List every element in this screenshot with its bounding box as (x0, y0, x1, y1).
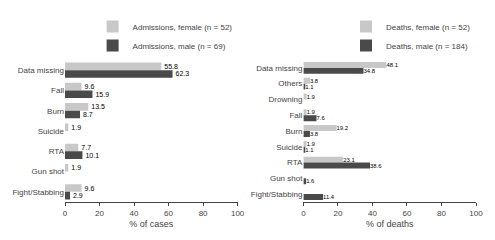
svg-text:1.6: 1.6 (306, 178, 315, 184)
svg-text:1.9: 1.9 (71, 164, 81, 171)
svg-text:RTA: RTA (287, 158, 303, 167)
svg-text:60: 60 (402, 209, 411, 218)
svg-text:Drowning: Drowning (269, 95, 303, 104)
svg-text:3.8: 3.8 (310, 131, 319, 137)
svg-text:1.9: 1.9 (307, 141, 315, 147)
svg-text:7.6: 7.6 (317, 115, 326, 121)
svg-text:10.1: 10.1 (85, 152, 99, 159)
svg-text:RTA: RTA (49, 147, 65, 156)
svg-text:Burn: Burn (285, 127, 302, 136)
svg-text:Suicide: Suicide (276, 143, 303, 152)
svg-text:Admissions, male (n = 69): Admissions, male (n = 69) (133, 42, 226, 51)
svg-text:% of deaths: % of deaths (366, 219, 414, 229)
svg-text:Deaths, male (n = 184): Deaths, male (n = 184) (386, 42, 468, 51)
svg-text:80: 80 (199, 209, 208, 218)
svg-text:20: 20 (95, 209, 104, 218)
svg-text:1.9: 1.9 (307, 109, 315, 115)
svg-text:Fight/Stabbing: Fight/Stabbing (251, 190, 303, 199)
svg-text:Fight/Stabbing: Fight/Stabbing (12, 188, 64, 197)
svg-text:100: 100 (231, 209, 245, 218)
svg-text:23.1: 23.1 (343, 157, 355, 163)
svg-text:34.8: 34.8 (363, 68, 375, 74)
svg-text:Gun shot: Gun shot (32, 167, 65, 176)
svg-text:20: 20 (333, 209, 342, 218)
svg-text:15.9: 15.9 (95, 91, 109, 98)
svg-text:Burn: Burn (47, 107, 64, 116)
svg-text:Deaths, female (n = 52): Deaths, female (n = 52) (386, 23, 470, 32)
svg-text:11.4: 11.4 (323, 194, 335, 200)
svg-text:3.8: 3.8 (310, 78, 319, 84)
svg-text:Fall: Fall (289, 111, 302, 120)
svg-text:Admissions, female (n = 52): Admissions, female (n = 52) (133, 23, 233, 32)
svg-text:Gun shot: Gun shot (270, 174, 303, 183)
svg-text:38.6: 38.6 (370, 163, 382, 169)
svg-text:Suicide: Suicide (38, 127, 65, 136)
svg-text:% of cases: % of cases (129, 219, 174, 229)
svg-text:Others: Others (278, 79, 302, 88)
svg-text:0: 0 (301, 209, 306, 218)
svg-text:62.3: 62.3 (176, 70, 190, 77)
svg-text:Data missing: Data missing (256, 64, 302, 73)
svg-text:8.7: 8.7 (83, 111, 93, 118)
svg-text:19.2: 19.2 (337, 125, 349, 131)
svg-text:13.5: 13.5 (91, 103, 105, 110)
svg-text:9.6: 9.6 (85, 83, 95, 90)
svg-text:Data missing: Data missing (18, 66, 64, 75)
svg-text:1.1: 1.1 (305, 84, 313, 90)
svg-text:60: 60 (164, 209, 173, 218)
svg-text:7.7: 7.7 (81, 144, 91, 151)
svg-text:40: 40 (368, 209, 377, 218)
svg-text:80: 80 (437, 209, 446, 218)
svg-text:Fall: Fall (51, 86, 64, 95)
svg-text:1.9: 1.9 (307, 94, 315, 100)
svg-text:0: 0 (63, 209, 68, 218)
svg-text:48.1: 48.1 (386, 62, 398, 68)
svg-text:40: 40 (130, 209, 139, 218)
svg-text:1.1: 1.1 (305, 147, 313, 153)
svg-text:9.6: 9.6 (85, 185, 95, 192)
svg-text:2.9: 2.9 (73, 192, 83, 199)
svg-text:100: 100 (469, 209, 483, 218)
svg-text:1.9: 1.9 (71, 124, 81, 131)
svg-text:55.8: 55.8 (164, 63, 178, 70)
